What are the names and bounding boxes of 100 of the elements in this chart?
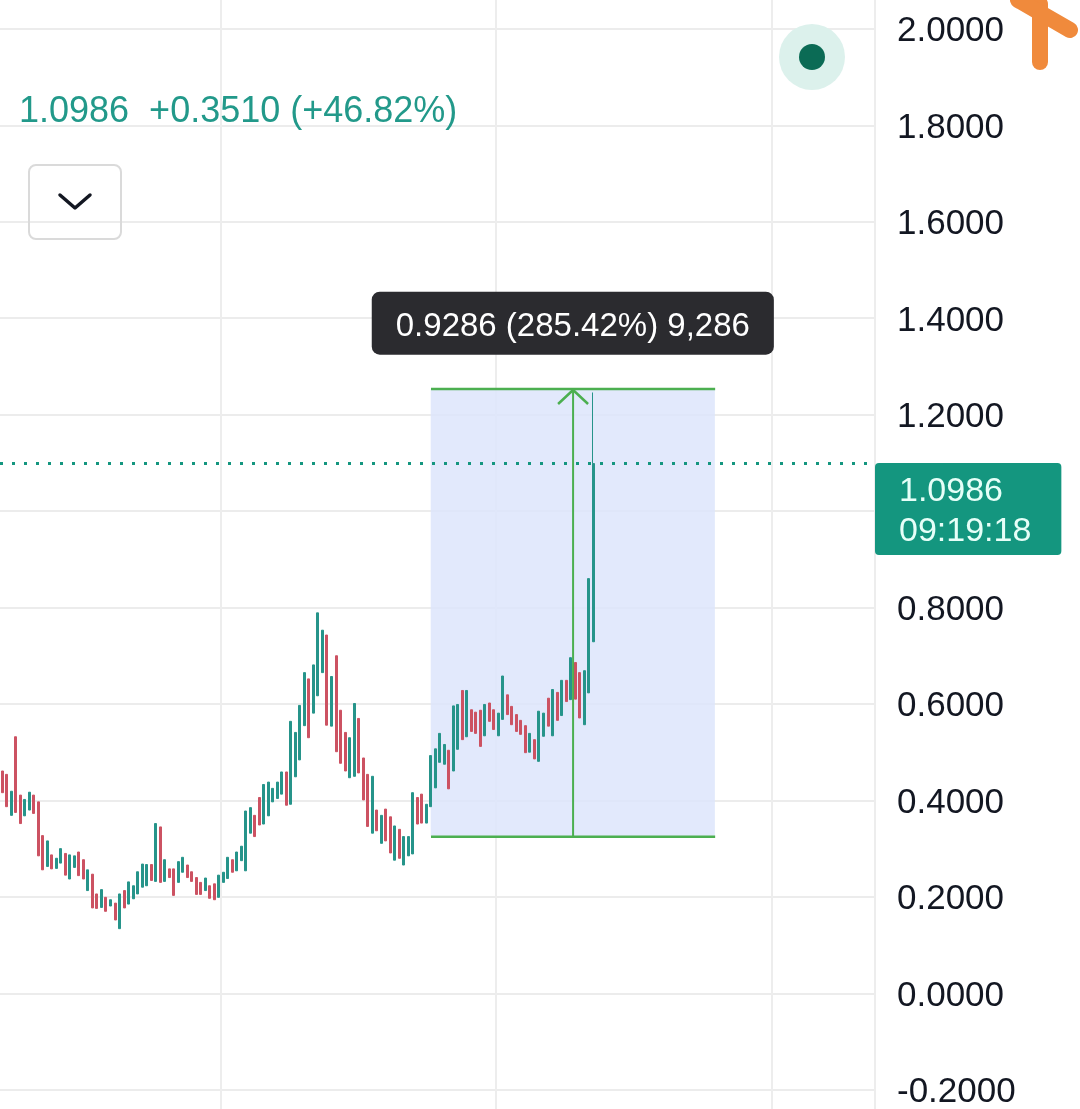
- candlestick: [177, 861, 180, 883]
- candlestick: [118, 893, 121, 930]
- y-tick-label: 0.6000: [897, 684, 1005, 724]
- candlestick: [104, 896, 107, 912]
- candlestick: [208, 885, 211, 899]
- y-tick-label: 1.8000: [897, 105, 1005, 145]
- candlestick: [592, 391, 595, 643]
- candlestick: [547, 697, 550, 727]
- candlestick: [285, 771, 288, 806]
- candlestick: [479, 709, 482, 747]
- y-tick-label: 0.4000: [897, 780, 1005, 820]
- candlestick: [389, 816, 392, 854]
- candlestick: [515, 714, 518, 732]
- candlestick: [371, 775, 374, 834]
- candlestick: [321, 629, 324, 674]
- candlestick: [353, 702, 356, 777]
- candlestick: [73, 855, 76, 868]
- candlestick: [163, 859, 166, 882]
- candlestick: [483, 703, 486, 737]
- candlestick: [82, 859, 85, 880]
- candlestick: [86, 869, 89, 892]
- candlestick: [524, 725, 527, 754]
- candlestick: [23, 798, 26, 817]
- candlestick: [141, 863, 144, 888]
- candlestick: [258, 797, 261, 826]
- y-tick-label: 2.0000: [897, 9, 1005, 49]
- candlestick: [474, 711, 477, 734]
- candlestick: [28, 791, 31, 811]
- candlestick: [244, 810, 247, 872]
- candlestick: [398, 828, 401, 859]
- candlestick: [100, 889, 103, 908]
- candlestick: [411, 792, 414, 855]
- candlestick: [556, 691, 559, 721]
- candlestick: [280, 771, 283, 795]
- candlestick: [199, 881, 202, 895]
- band-label: 0.9286 (285.42%) 9,286: [395, 305, 750, 343]
- candlestick: [231, 859, 234, 873]
- candlestick: [123, 890, 126, 909]
- text: 1.0986 +0.3510 (+46.82%): [19, 88, 458, 130]
- candlestick: [560, 679, 563, 717]
- candlestick: [64, 852, 67, 876]
- y-tick-label: 0.2000: [897, 877, 1005, 917]
- candlestick: [195, 877, 198, 895]
- candlestick: [267, 781, 270, 817]
- candlestick: [330, 675, 333, 727]
- candlestick: [420, 793, 423, 824]
- candlestick: [542, 712, 545, 737]
- candlestick: [380, 814, 383, 844]
- y-tick-label: 1.2000: [897, 395, 1005, 435]
- candlestick: [46, 840, 49, 867]
- candlestick: [127, 881, 130, 905]
- y-tick-label: -0.2000: [897, 1070, 1016, 1109]
- candlestick: [217, 874, 220, 898]
- dropdown-button[interactable]: [28, 164, 122, 240]
- candlestick: [470, 709, 473, 732]
- candlestick: [5, 773, 8, 808]
- candlestick: [461, 689, 464, 741]
- candlestick: [253, 814, 256, 838]
- candlestick: [307, 678, 310, 739]
- candlestick: [68, 854, 71, 880]
- candlestick: [150, 864, 153, 881]
- y-tick-label: 1.4000: [897, 298, 1005, 338]
- candlestick: [357, 717, 360, 774]
- candlestick: [226, 856, 229, 880]
- candlestick: [172, 868, 175, 896]
- candlestick: [213, 883, 216, 901]
- candlestick: [159, 826, 162, 883]
- candlestick: [114, 902, 117, 921]
- candlestick: [19, 794, 22, 825]
- candlestick: [452, 705, 455, 772]
- candlestick: [136, 871, 139, 895]
- candlestick: [154, 823, 157, 882]
- candlestick: [50, 854, 53, 870]
- candlestick: [14, 736, 17, 813]
- candlestick: [344, 731, 347, 772]
- candlestick: [416, 797, 419, 825]
- candlestick: [145, 864, 148, 887]
- candlestick: [443, 743, 446, 765]
- candlestick: [10, 790, 13, 816]
- candlestick: [91, 873, 94, 909]
- candlestick: [384, 808, 387, 842]
- candlestick: [537, 710, 540, 762]
- candlestick: [533, 739, 536, 760]
- candlestick: [528, 732, 531, 753]
- candlestick: [77, 851, 80, 877]
- candlestick: [447, 749, 450, 790]
- candlestick: [109, 899, 112, 907]
- candlestick: [303, 672, 306, 727]
- candlestick: [249, 807, 252, 834]
- candlestick: [348, 737, 351, 779]
- candlestick: [569, 657, 572, 701]
- candlestick: [565, 679, 568, 703]
- candlestick: [393, 825, 396, 861]
- candlestick: [465, 689, 468, 738]
- candlestick: [289, 720, 292, 805]
- candlestick: [235, 851, 238, 872]
- y-tick-label: 0.0000: [897, 973, 1005, 1013]
- candlestick: [375, 809, 378, 832]
- candlestick: [32, 794, 35, 814]
- candlestick: [402, 836, 405, 866]
